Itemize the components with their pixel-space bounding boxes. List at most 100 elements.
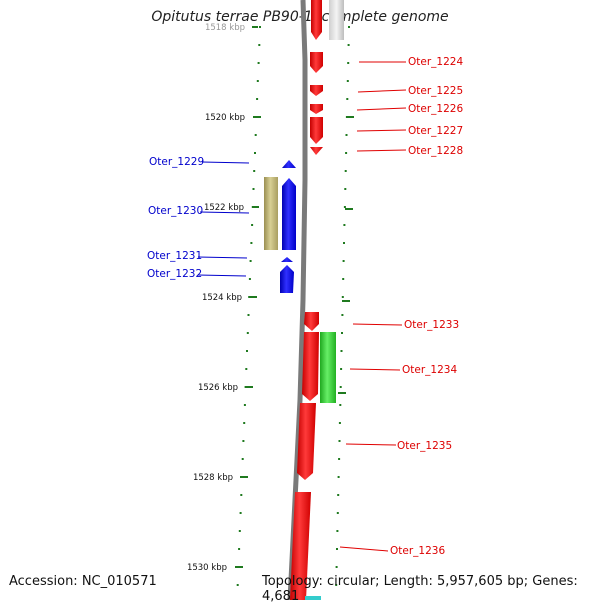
minor-tick bbox=[341, 332, 343, 334]
minor-tick bbox=[347, 44, 350, 46]
ruler-tick: 1518 kbp bbox=[205, 23, 258, 33]
gene-oter-1229-shape[interactable] bbox=[282, 160, 296, 168]
gene-oter-1228-shape[interactable] bbox=[310, 147, 323, 155]
gene-label[interactable]: Oter_1225 bbox=[408, 85, 463, 97]
minor-tick bbox=[238, 530, 241, 532]
gene-label[interactable]: Oter_1234 bbox=[402, 364, 457, 376]
ruler-tick-label: 1522 kbp bbox=[204, 203, 244, 213]
minor-tick bbox=[344, 170, 347, 172]
ruler-tick: 1526 kbp bbox=[198, 383, 253, 393]
gene-oter-1232-shape[interactable] bbox=[280, 265, 294, 293]
olive-feature[interactable] bbox=[264, 177, 278, 250]
minor-tick bbox=[252, 188, 255, 190]
minor-tick bbox=[337, 476, 340, 478]
gene-oter-1224-shape[interactable] bbox=[310, 0, 323, 73]
minor-tick bbox=[339, 386, 342, 388]
minor-tick bbox=[346, 98, 349, 100]
minor-tick bbox=[345, 134, 348, 136]
ruler-tick: 1524 kbp bbox=[202, 293, 257, 303]
minor-tick bbox=[245, 368, 248, 370]
ruler-tick-label: 1526 kbp bbox=[198, 383, 238, 393]
minor-tick bbox=[348, 26, 350, 28]
gene-label[interactable]: Oter_1232 bbox=[147, 268, 202, 280]
minor-tick bbox=[345, 152, 348, 154]
minor-tick bbox=[242, 440, 245, 442]
gene-oter-1230-shape[interactable] bbox=[282, 178, 296, 250]
gray-feature bbox=[329, 0, 344, 40]
minor-tick bbox=[335, 566, 338, 568]
minor-tick bbox=[338, 458, 341, 460]
minor-tick bbox=[246, 332, 249, 334]
minor-tick bbox=[258, 44, 261, 46]
leader-lines bbox=[197, 61, 407, 552]
minor-tick bbox=[346, 80, 349, 82]
minor-tick bbox=[251, 224, 254, 226]
gene-label[interactable]: Oter_1228 bbox=[408, 145, 463, 157]
minor-tick bbox=[336, 512, 339, 514]
minor-tick bbox=[340, 368, 343, 370]
ruler-tick: 1520 kbp bbox=[205, 113, 261, 123]
minor-tick bbox=[343, 224, 346, 226]
gene-label[interactable]: Oter_1231 bbox=[147, 250, 202, 262]
ruler-tick-label: 1524 kbp bbox=[202, 293, 242, 303]
gene-oter-1236-shape[interactable] bbox=[290, 492, 311, 600]
ruler-tick-label: 1528 kbp bbox=[193, 473, 233, 483]
minor-tick bbox=[343, 242, 345, 244]
gene-oter-1235-shape[interactable] bbox=[297, 403, 316, 480]
minor-tick bbox=[342, 260, 345, 262]
minor-tick bbox=[247, 314, 250, 316]
gene-oter-1233-shape[interactable] bbox=[304, 312, 319, 331]
minor-tick bbox=[256, 98, 259, 100]
minor-tick bbox=[254, 152, 256, 154]
ruler-tick-label: 1520 kbp bbox=[205, 113, 245, 123]
minor-tick bbox=[336, 548, 338, 550]
ruler-tick-label: 1518 kbp bbox=[205, 23, 245, 33]
minor-tick bbox=[341, 314, 344, 316]
gene-oter-1227-shape[interactable] bbox=[310, 117, 323, 144]
gene-label[interactable]: Oter_1226 bbox=[408, 103, 463, 115]
ruler-tick: 1530 kbp bbox=[187, 563, 243, 573]
ruler-tick: 1528 kbp bbox=[193, 473, 248, 483]
minor-tick bbox=[259, 26, 261, 28]
minor-tick bbox=[236, 584, 239, 586]
gene-label[interactable]: Oter_1235 bbox=[397, 440, 452, 452]
kbp-ruler: 1518 kbp 1520 kbp 1522 kbp 1524 kbp 1526… bbox=[187, 23, 261, 573]
minor-tick bbox=[337, 494, 340, 496]
minor-tick bbox=[335, 584, 338, 586]
minor-tick bbox=[241, 458, 244, 460]
gene-oter-1234-shape[interactable] bbox=[302, 332, 319, 401]
minor-tick bbox=[343, 206, 346, 208]
gene-label[interactable]: Oter_1224 bbox=[408, 56, 463, 68]
minor-tick bbox=[347, 62, 350, 64]
minor-tick bbox=[338, 422, 341, 424]
gene-oter-1226-shape[interactable] bbox=[310, 104, 323, 114]
minor-tick bbox=[250, 242, 253, 244]
green-feature[interactable] bbox=[320, 332, 336, 403]
gene-label[interactable]: Oter_1236 bbox=[390, 545, 445, 557]
minor-tick bbox=[243, 422, 246, 424]
gene-label[interactable]: Oter_1233 bbox=[404, 319, 459, 331]
ruler-tick-label: 1530 kbp bbox=[187, 563, 227, 573]
minor-tick bbox=[339, 404, 342, 406]
minor-tick bbox=[243, 404, 246, 406]
minor-tick bbox=[340, 350, 343, 352]
gene-label[interactable]: Oter_1227 bbox=[408, 125, 463, 137]
minor-tick bbox=[248, 278, 251, 280]
gene-label[interactable]: Oter_1230 bbox=[148, 205, 203, 217]
minor-tick bbox=[256, 80, 259, 82]
minor-tick bbox=[254, 134, 257, 136]
gene-oter-1225-shape[interactable] bbox=[310, 85, 323, 96]
minor-tick bbox=[240, 494, 243, 496]
minor-tick bbox=[257, 62, 260, 64]
accession-label: Accession: NC_010571 bbox=[9, 574, 157, 589]
gene-oter-1231-shape[interactable] bbox=[281, 257, 293, 262]
cyan-feature bbox=[305, 596, 321, 600]
minor-tick bbox=[238, 548, 241, 550]
map-title: Opitutus terrae PB90-1, complete genome bbox=[151, 9, 449, 25]
minor-tick bbox=[239, 512, 242, 514]
minor-tick bbox=[336, 530, 339, 532]
ruler-tick: 1522 kbp bbox=[204, 203, 259, 213]
gene-label[interactable]: Oter_1229 bbox=[149, 156, 204, 168]
